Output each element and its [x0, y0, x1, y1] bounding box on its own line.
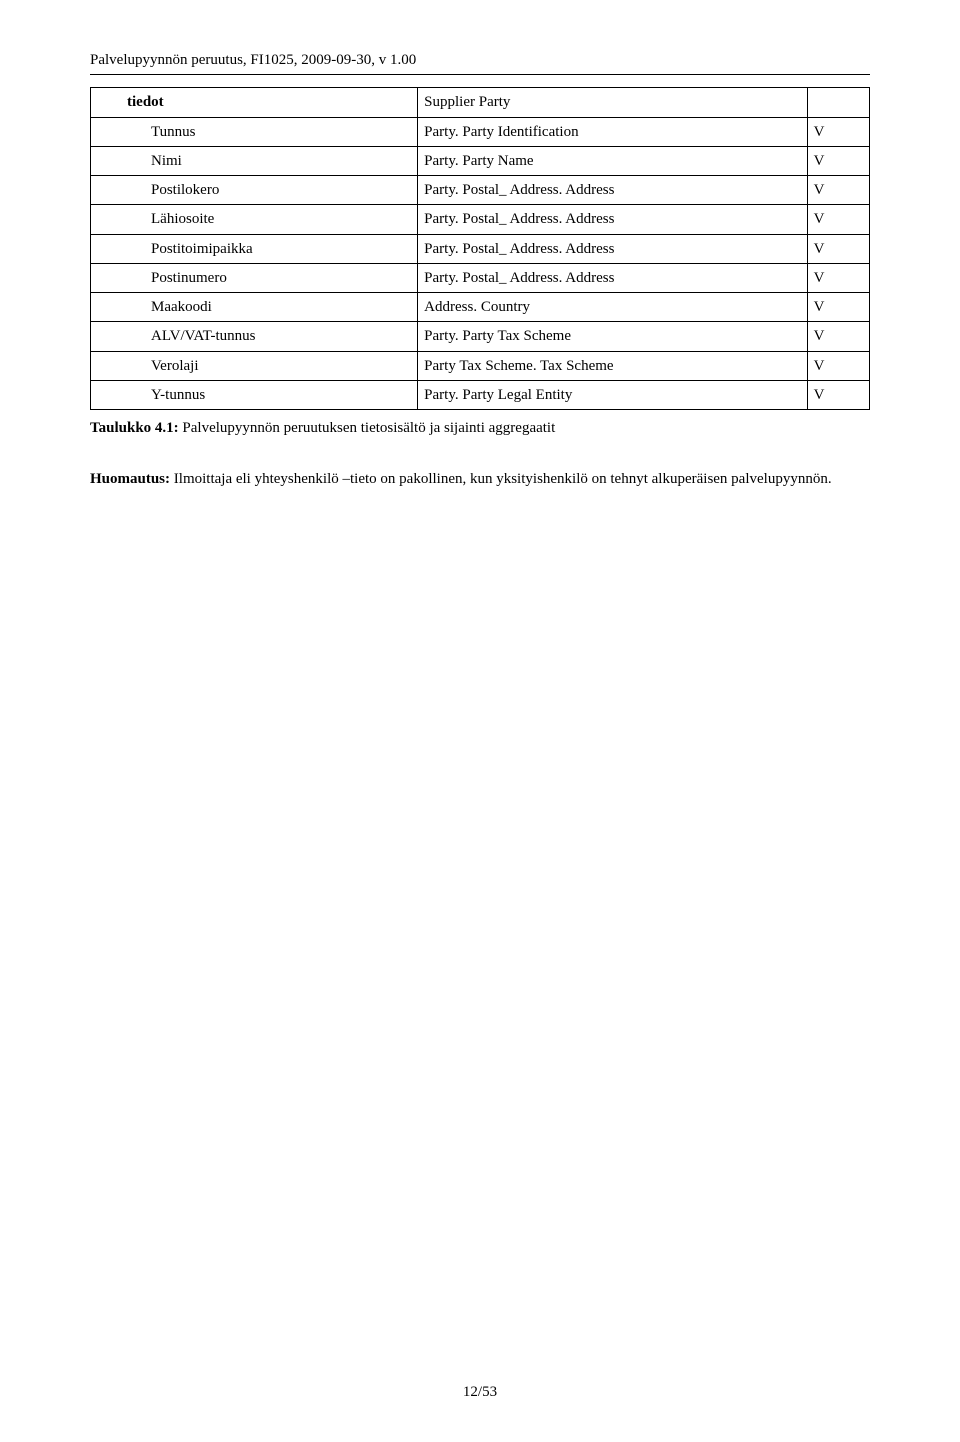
note-paragraph: Huomautus: Ilmoittaja eli yhteyshenkilö …: [90, 468, 870, 491]
page-header: Palvelupyynnön peruutus, FI1025, 2009-09…: [90, 50, 870, 75]
row-label: Tunnus: [97, 122, 195, 142]
row-value-cell: Party. Party Tax Scheme: [418, 322, 808, 351]
row-value-cell: Party. Postal_ Address. Address: [418, 205, 808, 234]
row-label: Verolaji: [97, 356, 198, 376]
row-value-cell: Party. Postal_ Address. Address: [418, 176, 808, 205]
table-row: Postilokero Party. Postal_ Address. Addre…: [91, 176, 870, 205]
row-value-cell: Party Tax Scheme. Tax Scheme: [418, 351, 808, 380]
row-label-cell: Postilokero: [91, 176, 418, 205]
row-value-cell: Party. Party Identification: [418, 117, 808, 146]
table-row: tiedot Supplier Party: [91, 88, 870, 117]
row-label-cell: Y-tunnus: [91, 380, 418, 409]
table-row: Y-tunnus Party. Party Legal EntityV: [91, 380, 870, 409]
row-label-cell: Tunnus: [91, 117, 418, 146]
row-label: Postilokero: [97, 180, 219, 200]
document-title: Palvelupyynnön peruutus, FI1025, 2009-09…: [90, 52, 416, 68]
table-row: Lähiosoite Party. Postal_ Address. Addres…: [91, 205, 870, 234]
row-label: Postitoimipaikka: [97, 239, 253, 259]
data-table: tiedot Supplier Party Tunnus Party. Party I…: [90, 87, 870, 410]
row-value-cell: Party. Party Name: [418, 146, 808, 175]
table-row: Postinumero Party. Postal_ Address. Addre…: [91, 263, 870, 292]
row-label: Lähiosoite: [97, 209, 214, 229]
table-row: Nimi Party. Party NameV: [91, 146, 870, 175]
row-value-cell: Party. Party Legal Entity: [418, 380, 808, 409]
table-row: Tunnus Party. Party IdentificationV: [91, 117, 870, 146]
note-label: Huomautus:: [90, 471, 170, 487]
row-label-cell: ALV/VAT-tunnus: [91, 322, 418, 351]
row-label: Y-tunnus: [97, 385, 205, 405]
row-mark-cell: V: [807, 351, 869, 380]
table-caption: Taulukko 4.1: Palvelupyynnön peruutuksen…: [90, 418, 870, 438]
row-label-cell: Postinumero: [91, 263, 418, 292]
row-mark-cell: V: [807, 146, 869, 175]
row-mark-cell: [807, 88, 869, 117]
row-mark-cell: V: [807, 380, 869, 409]
row-mark-cell: V: [807, 234, 869, 263]
row-label: Postinumero: [97, 268, 227, 288]
page-number: 12/53: [0, 1382, 960, 1402]
row-label-cell: Verolaji: [91, 351, 418, 380]
table-row: ALV/VAT-tunnus Party. Party Tax SchemeV: [91, 322, 870, 351]
table-row: Postitoimipaikka Party. Postal_ Address. …: [91, 234, 870, 263]
row-label-cell: Postitoimipaikka: [91, 234, 418, 263]
row-mark-cell: V: [807, 263, 869, 292]
row-label: ALV/VAT-tunnus: [97, 326, 255, 346]
note-text: Ilmoittaja eli yhteyshenkilö –tieto on p…: [170, 471, 832, 487]
row-label-cell: tiedot: [91, 88, 418, 117]
row-label-cell: Nimi: [91, 146, 418, 175]
row-mark-cell: V: [807, 176, 869, 205]
row-mark-cell: V: [807, 322, 869, 351]
row-value-cell: Supplier Party: [418, 88, 808, 117]
caption-text: Palvelupyynnön peruutuksen tietosisältö …: [179, 420, 556, 436]
row-label: Maakoodi: [97, 297, 212, 317]
row-mark-cell: V: [807, 293, 869, 322]
row-value-cell: Party. Postal_ Address. Address: [418, 263, 808, 292]
row-label: tiedot: [97, 92, 164, 112]
row-label-cell: Maakoodi: [91, 293, 418, 322]
caption-label: Taulukko 4.1:: [90, 420, 179, 436]
table-row: Maakoodi Address. CountryV: [91, 293, 870, 322]
row-mark-cell: V: [807, 117, 869, 146]
row-value-cell: Party. Postal_ Address. Address: [418, 234, 808, 263]
row-value-cell: Address. Country: [418, 293, 808, 322]
table-row: Verolaji Party Tax Scheme. Tax SchemeV: [91, 351, 870, 380]
row-label: Nimi: [97, 151, 182, 171]
row-label-cell: Lähiosoite: [91, 205, 418, 234]
row-mark-cell: V: [807, 205, 869, 234]
